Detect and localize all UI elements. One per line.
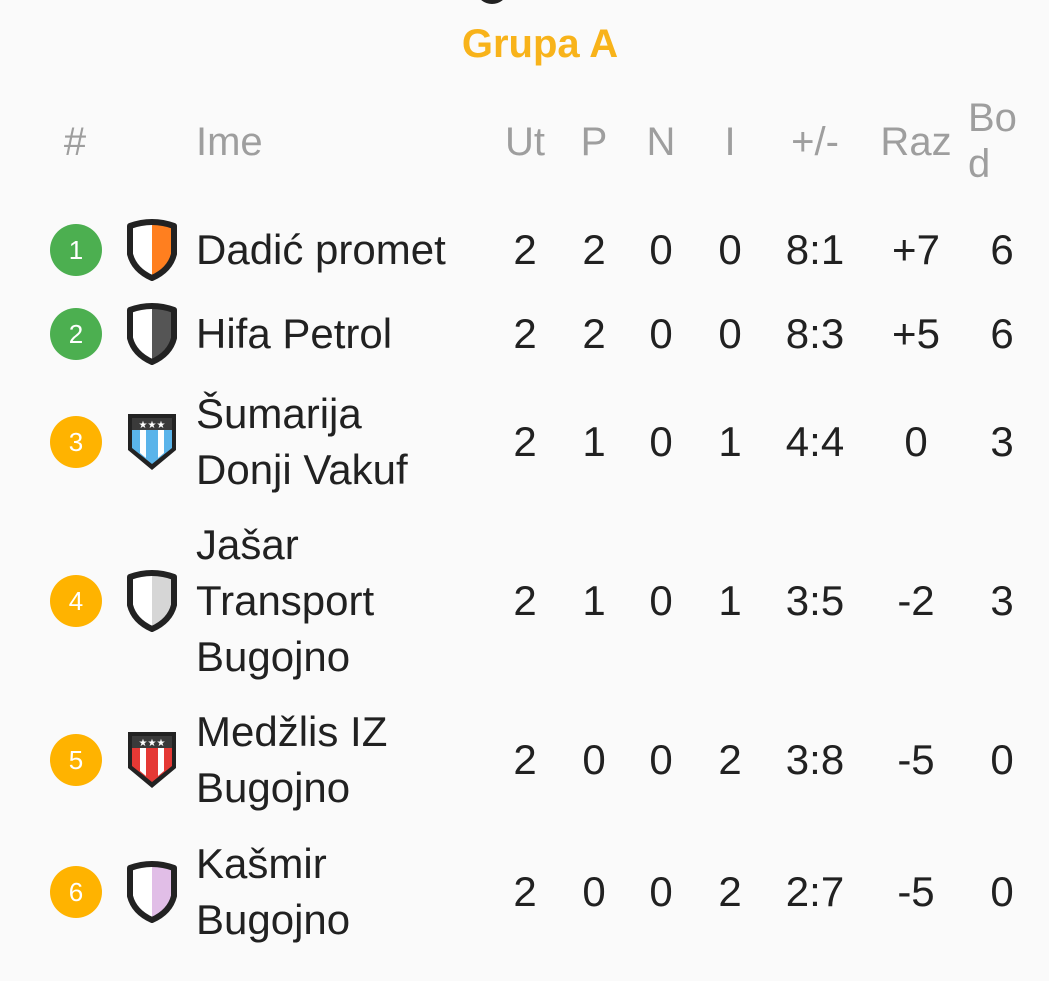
rank-badge: 5 [50,734,102,786]
team-name[interactable]: Medžlis IZ Bugojno [196,704,387,816]
team-name[interactable]: Šumarija Donji Vakuf [196,386,408,498]
cell-points: 0 [990,868,1014,915]
cell-lost: 0 [718,310,742,357]
cell-lost: 2 [718,868,742,915]
cell-diff: -2 [897,577,935,624]
cell-played: 2 [513,868,537,915]
svg-text:★★★: ★★★ [139,420,166,431]
team-shield-icon [124,860,180,924]
cell-drawn: 0 [649,418,673,465]
team-name[interactable]: Jašar Transport Bugojno [196,517,374,685]
header-played: Ut [505,120,545,164]
team-name[interactable]: Dadić promet [196,222,446,278]
header-drawn: N [646,120,676,164]
cell-lost: 1 [718,577,742,624]
team-name-line: Donji Vakuf [196,446,408,493]
scroll-indicator [478,0,506,4]
cell-diff: 0 [904,418,928,465]
team-shield-icon [124,218,180,282]
rank-badge: 4 [50,575,102,627]
cell-played: 2 [513,736,537,783]
cell-played: 2 [513,226,537,273]
cell-played: 2 [513,577,537,624]
team-shield-icon: ★★★ [124,410,180,474]
cell-diff: -5 [897,736,935,783]
team-shield-icon: ★★★ [124,728,180,792]
header-diff: Raz [880,120,952,164]
team-name-line: Hifa Petrol [196,310,393,357]
team-name-line: Kašmir [196,840,327,887]
cell-played: 2 [513,310,537,357]
cell-won: 0 [582,868,606,915]
rank-badge: 1 [50,224,102,276]
header-points-line1: Bo [968,96,1017,140]
cell-drawn: 0 [649,736,673,783]
table-header: # Ime Ut P N I +/- Raz Bo d [0,95,1049,195]
team-name-line: Jašar [196,521,299,568]
team-name-line: Bugojno [196,896,351,943]
header-won: P [580,120,608,164]
cell-points: 0 [990,736,1014,783]
team-shield-icon [124,569,180,633]
cell-lost: 2 [718,736,742,783]
cell-points: 6 [990,226,1014,273]
cell-goals: 4:4 [785,418,845,465]
cell-won: 2 [582,226,606,273]
cell-points: 3 [990,577,1014,624]
rank-badge: 6 [50,866,102,918]
table-row[interactable]: 4 Jašar Transport Bugojno 2 1 0 1 3:5 -2 3 [0,508,1049,694]
team-shield-icon [124,302,180,366]
rank-badge: 3 [50,416,102,468]
cell-goals: 3:5 [785,577,845,624]
table-row[interactable]: 3 ★★★ Šumarija Donji Vakuf 2 1 0 1 4:4 0 3 [0,376,1049,508]
header-points: Bo d [968,95,1028,187]
team-name-line: Transport [196,577,375,624]
header-rank: # [63,120,87,164]
cell-won: 0 [582,736,606,783]
table-row[interactable]: 2 Hifa Petrol 2 2 0 0 8:3 +5 6 [0,292,1049,376]
cell-won: 2 [582,310,606,357]
header-lost: I [724,120,736,164]
table-row[interactable]: 6 Kašmir Bugojno 2 0 0 2 2:7 -5 0 [0,826,1049,958]
group-title: Grupa A [461,22,619,66]
cell-drawn: 0 [649,226,673,273]
header-name: Ime [196,120,263,164]
cell-diff: +5 [892,310,940,357]
cell-goals: 8:3 [785,310,845,357]
cell-lost: 1 [718,418,742,465]
team-name-line: Medžlis IZ [196,708,388,755]
cell-drawn: 0 [649,577,673,624]
team-name[interactable]: Kašmir Bugojno [196,836,350,948]
table-row[interactable]: 5 ★★★ Medžlis IZ Bugojno 2 0 0 2 3:8 -5 0 [0,694,1049,826]
cell-points: 6 [990,310,1014,357]
cell-goals: 3:8 [785,736,845,783]
team-name-line: Bugojno [196,633,351,680]
cell-drawn: 0 [649,868,673,915]
team-name-line: Šumarija [196,390,362,437]
cell-goals: 8:1 [785,226,845,273]
table-row[interactable]: 1 Dadić promet 2 2 0 0 8:1 +7 6 [0,208,1049,292]
cell-diff: +7 [892,226,940,273]
header-points-line2: d [968,142,991,186]
cell-played: 2 [513,418,537,465]
standings-table: 1 Dadić promet 2 2 0 0 8:1 +7 6 2 Hifa Petrol 2 2 0… [0,208,1049,958]
team-name-line: Dadić promet [196,226,446,273]
cell-diff: -5 [897,868,935,915]
cell-won: 1 [582,577,606,624]
cell-won: 1 [582,418,606,465]
cell-goals: 2:7 [785,868,845,915]
team-name[interactable]: Hifa Petrol [196,306,392,362]
svg-text:★★★: ★★★ [139,738,166,749]
rank-badge: 2 [50,308,102,360]
team-name-line: Bugojno [196,764,351,811]
cell-drawn: 0 [649,310,673,357]
cell-lost: 0 [718,226,742,273]
cell-points: 3 [990,418,1014,465]
header-goals: +/- [791,120,839,164]
